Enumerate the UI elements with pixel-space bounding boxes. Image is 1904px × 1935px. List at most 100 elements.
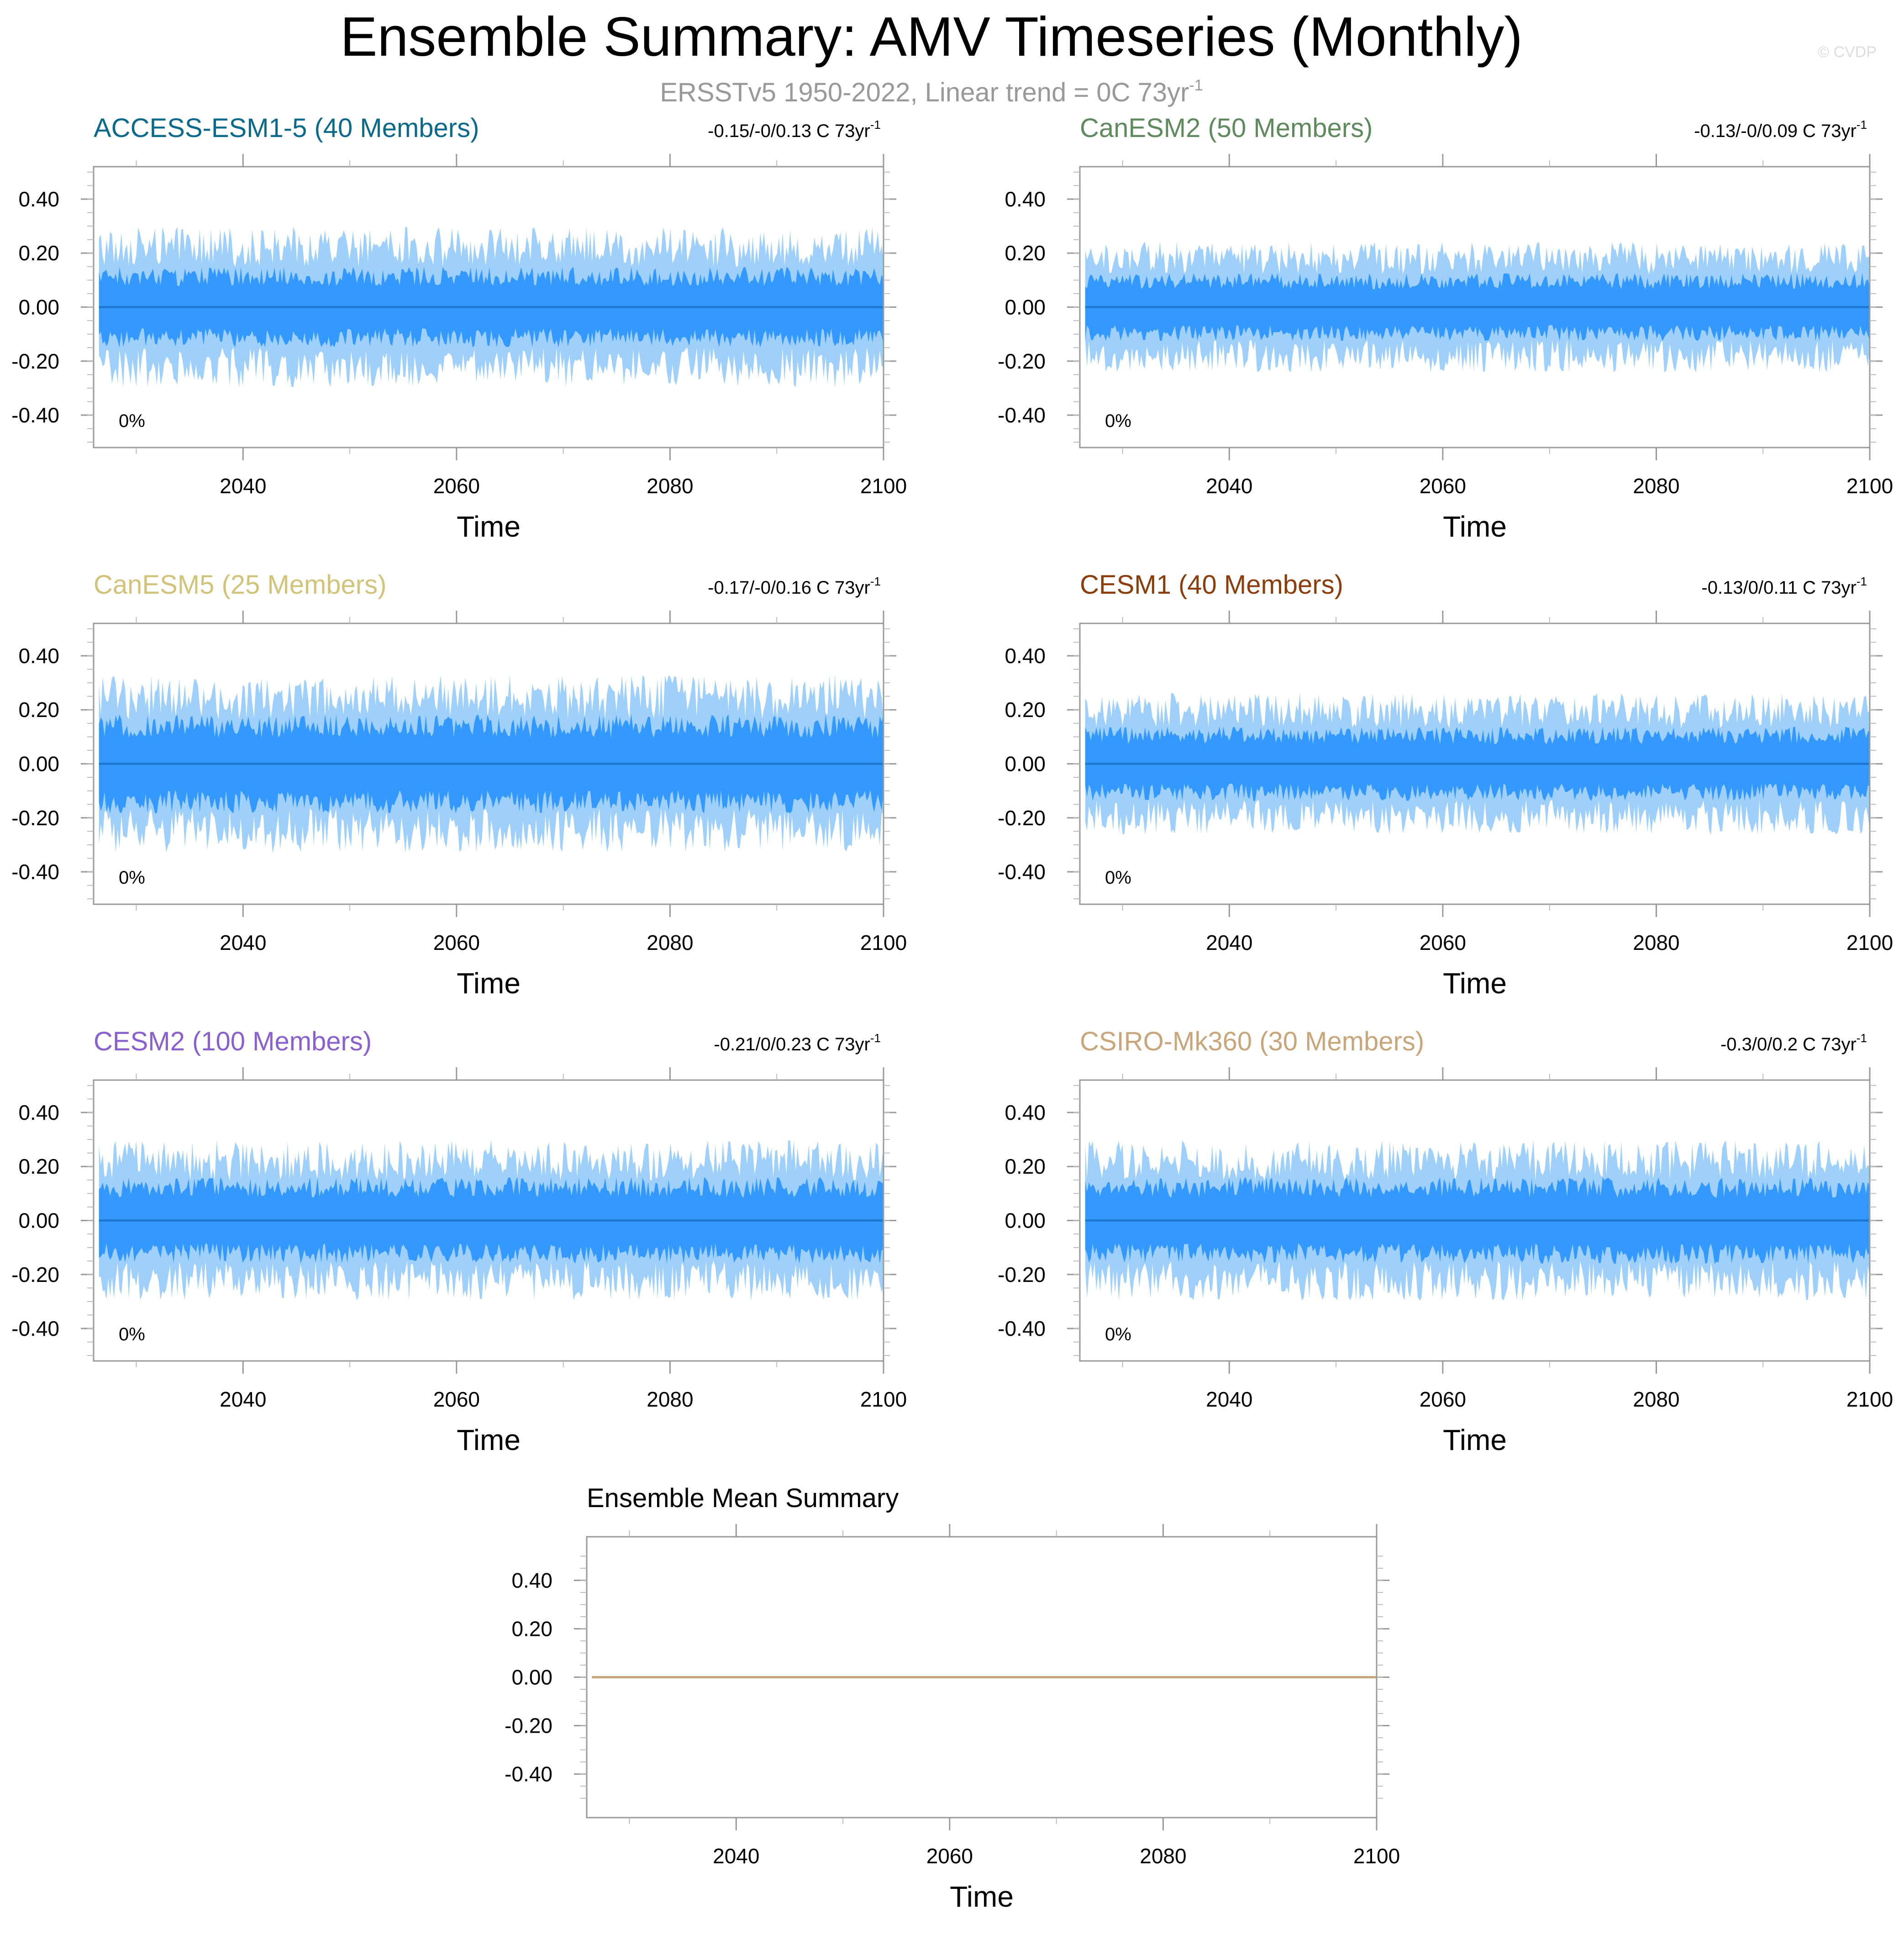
trend-text: -0.13/0/0.11 C 73yr — [1701, 578, 1856, 598]
trend-label: -0.15/-0/0.13 C 73yr-1 — [708, 118, 881, 141]
xtick-label: 2100 — [860, 1387, 907, 1411]
xtick-label: 2040 — [220, 931, 266, 954]
panel-title: CESM2 (100 Members) — [94, 1027, 372, 1056]
xtick-label: 2060 — [1420, 931, 1466, 954]
ytick-label: -0.40 — [998, 860, 1046, 884]
ytick-label: 0.40 — [511, 1568, 552, 1592]
xtick-label: 2100 — [860, 474, 907, 498]
xtick-label: 2060 — [1420, 474, 1466, 498]
trend-label: -0.21/0/0.23 C 73yr-1 — [714, 1031, 881, 1054]
trend-label: -0.13/-0/0.09 C 73yr-1 — [1694, 118, 1867, 141]
ytick-label: -0.20 — [505, 1714, 552, 1738]
ytick-label: 0.00 — [18, 1209, 59, 1233]
xtick-label: 2080 — [1633, 1387, 1679, 1411]
percent-label: 0% — [1105, 868, 1131, 888]
ytick-label: -0.20 — [998, 806, 1046, 830]
trend-label: -0.13/0/0.11 C 73yr-1 — [1701, 575, 1867, 598]
panel-title: CESM1 (40 Members) — [1080, 570, 1343, 600]
figure-subtitle-text: ERSSTv5 1950-2022, Linear trend = 0C 73y… — [660, 78, 1189, 107]
panel-title: CSIRO-Mk360 (30 Members) — [1080, 1027, 1424, 1056]
ytick-label: -0.40 — [11, 403, 59, 427]
xtick-label: 2040 — [1206, 931, 1252, 954]
ytick-label: 0.40 — [1005, 187, 1046, 211]
ytick-label: 0.20 — [1005, 698, 1046, 722]
percent-label: 0% — [119, 1324, 145, 1344]
trend-label: -0.3/0/0.2 C 73yr-1 — [1720, 1031, 1867, 1054]
trend-text: -0.13/-0/0.09 C 73yr — [1694, 121, 1857, 141]
panel-3: CanESM5 (25 Members) -0.17/-0/0.16 C 73yr… — [11, 570, 907, 1000]
xtick-label: 2040 — [713, 1844, 759, 1868]
xtick-label: 2100 — [1846, 931, 1893, 954]
figure-subtitle: ERSSTv5 1950-2022, Linear trend = 0C 73y… — [660, 77, 1203, 107]
xtick-label: 2040 — [1206, 1387, 1252, 1411]
ytick-label: 0.40 — [18, 644, 59, 668]
ytick-label: 0.20 — [1005, 1155, 1046, 1178]
ytick-label: -0.40 — [998, 1317, 1046, 1340]
xtick-label: 2080 — [1633, 931, 1679, 954]
panel-title: Ensemble Mean Summary — [587, 1483, 899, 1513]
ytick-label: 0.40 — [18, 187, 59, 211]
xtick-label: 2080 — [647, 1387, 693, 1411]
ytick-label: -0.40 — [998, 403, 1046, 427]
panel-2: CanESM2 (50 Members) -0.13/-0/0.09 C 73yr… — [998, 113, 1893, 543]
xtick-label: 2060 — [433, 1387, 480, 1411]
trend-text: -0.17/-0/0.16 C 73yr — [708, 578, 870, 598]
trend-sup: -1 — [1857, 575, 1867, 588]
xtick-label: 2080 — [1140, 1844, 1186, 1868]
ytick-label: 0.40 — [1005, 644, 1046, 668]
ytick-label: -0.40 — [505, 1762, 552, 1786]
panel-title: CanESM5 (25 Members) — [94, 570, 386, 600]
percent-label: 0% — [1105, 1324, 1131, 1344]
trend-text: -0.21/0/0.23 C 73yr — [714, 1034, 870, 1054]
ytick-label: 0.20 — [18, 241, 59, 265]
ytick-label: 0.00 — [1005, 752, 1046, 776]
panel-title: ACCESS-ESM1-5 (40 Members) — [94, 113, 479, 143]
xaxis-label: Time — [950, 1880, 1014, 1913]
percent-label: 0% — [119, 411, 145, 431]
trend-label: -0.17/-0/0.16 C 73yr-1 — [708, 575, 881, 598]
ytick-label: -0.20 — [11, 1263, 59, 1286]
trend-text: -0.15/-0/0.13 C 73yr — [708, 121, 870, 141]
percent-label: 0% — [1105, 411, 1131, 431]
ytick-label: 0.40 — [1005, 1101, 1046, 1124]
xtick-label: 2040 — [220, 474, 266, 498]
xtick-label: 2080 — [1633, 474, 1679, 498]
ytick-label: -0.20 — [998, 349, 1046, 373]
xaxis-label: Time — [457, 1424, 521, 1456]
panel-title: CanESM2 (50 Members) — [1080, 113, 1373, 143]
ytick-label: 0.00 — [18, 295, 59, 319]
ytick-label: -0.20 — [998, 1263, 1046, 1286]
panel-1: ACCESS-ESM1-5 (40 Members) -0.15/-0/0.13 … — [11, 113, 907, 543]
trend-sup: -1 — [870, 1031, 881, 1045]
panels: ACCESS-ESM1-5 (40 Members) -0.15/-0/0.13 … — [11, 113, 1893, 1913]
xtick-label: 2080 — [647, 931, 693, 954]
xaxis-label: Time — [1443, 967, 1507, 1000]
xaxis-label: Time — [457, 967, 521, 1000]
ytick-label: 0.20 — [1005, 241, 1046, 265]
panel-6: CSIRO-Mk360 (30 Members) -0.3/0/0.2 C 73y… — [998, 1027, 1893, 1456]
xtick-label: 2040 — [1206, 474, 1252, 498]
ytick-label: 0.20 — [18, 698, 59, 722]
trend-sup: -1 — [870, 575, 881, 588]
ytick-label: -0.40 — [11, 1317, 59, 1340]
figure-title: Ensemble Summary: AMV Timeseries (Monthl… — [340, 5, 1523, 68]
xaxis-label: Time — [1443, 1424, 1507, 1456]
trend-sup: -1 — [1857, 1031, 1867, 1045]
ytick-label: 0.00 — [1005, 295, 1046, 319]
xtick-label: 2080 — [647, 474, 693, 498]
trend-sup: -1 — [870, 118, 881, 132]
ytick-label: -0.40 — [11, 860, 59, 884]
xaxis-label: Time — [1443, 510, 1507, 543]
figure-subtitle-sup: -1 — [1189, 77, 1203, 94]
panel-5: CESM2 (100 Members) -0.21/0/0.23 C 73yr-1… — [11, 1027, 907, 1456]
watermark: © CVDP — [1818, 43, 1877, 61]
xtick-label: 2100 — [1353, 1844, 1400, 1868]
xtick-label: 2040 — [220, 1387, 266, 1411]
ytick-label: 0.20 — [511, 1617, 552, 1640]
panel-7: Ensemble Mean Summary 0.40 0.20 0.00 -0.20 -0… — [505, 1483, 1400, 1913]
ytick-label: 0.20 — [18, 1155, 59, 1178]
panel-4: CESM1 (40 Members) -0.13/0/0.11 C 73yr-1 0… — [998, 570, 1893, 1000]
xaxis-label: Time — [457, 510, 521, 543]
ytick-label: 0.40 — [18, 1101, 59, 1124]
